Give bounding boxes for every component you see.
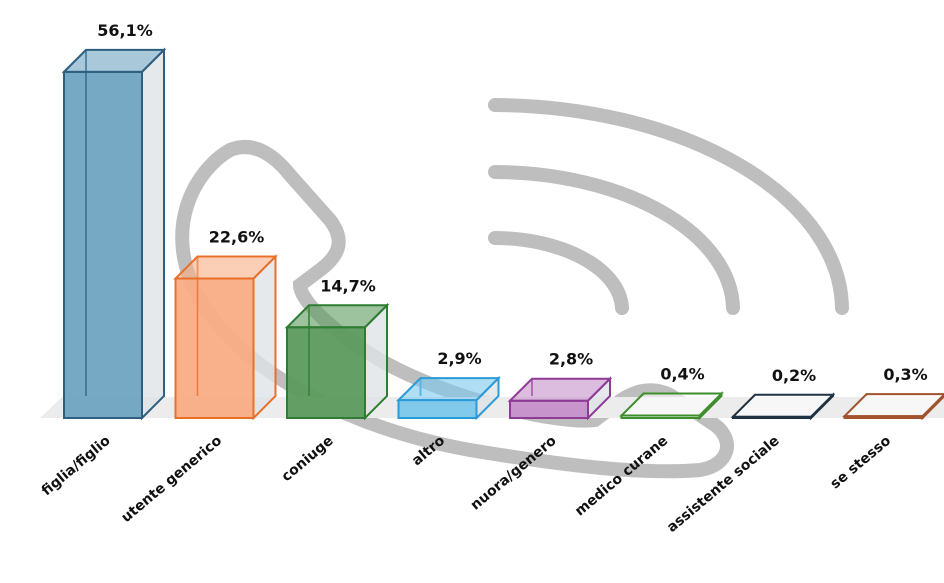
bar-front <box>397 399 478 419</box>
signal-arc <box>488 165 740 315</box>
signal-arc <box>488 98 849 315</box>
value-label: 2,9% <box>437 349 481 368</box>
bar-top <box>730 393 836 418</box>
signal-arc <box>488 231 629 315</box>
category-label: figlia/figlio <box>39 433 114 500</box>
bar-front <box>509 399 589 419</box>
bar-top <box>61 48 167 73</box>
category-label: nuora/genero <box>468 433 560 514</box>
bar-top <box>507 377 613 402</box>
bar-front <box>286 326 366 419</box>
bar-top <box>173 255 278 280</box>
bar-front <box>63 70 143 419</box>
value-label: 14,7% <box>320 276 376 295</box>
value-label: 0,4% <box>660 365 704 384</box>
bar-side <box>141 47 165 421</box>
category-label: se stesso <box>827 433 894 493</box>
category-label: utente generico <box>118 433 225 526</box>
value-label: 56,1% <box>97 21 153 40</box>
bar-top <box>284 304 390 329</box>
value-label: 0,3% <box>883 365 927 384</box>
bar-front <box>174 277 255 420</box>
bar-top <box>619 392 724 417</box>
bar-side <box>252 254 277 421</box>
value-label: 0,2% <box>772 366 816 385</box>
bar-top <box>842 393 944 418</box>
bar-top <box>396 377 501 402</box>
value-label: 22,6% <box>209 228 265 247</box>
value-label: 2,8% <box>549 350 593 369</box>
category-label: coniuge <box>279 433 337 485</box>
